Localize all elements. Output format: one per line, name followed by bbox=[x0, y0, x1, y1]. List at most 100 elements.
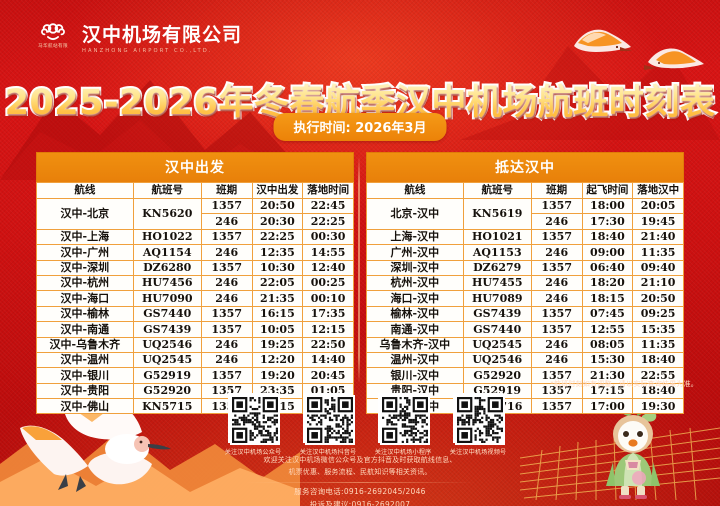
table-row: 上海-汉中 HO1021 1357 18:40 21:40 bbox=[366, 228, 684, 246]
arrival-time-cell: 22:25 bbox=[302, 213, 354, 230]
arrivals-table-body: 北京-汉中 KN5619 1357 18:00 20:05 246 17:30 19:45 上海… bbox=[366, 197, 684, 415]
footer-block: 欢迎关注汉中机场微信公众号及官方抖音及时获取航线信息、 机票优惠、服务流程、民航… bbox=[0, 455, 720, 506]
arrivals-table-panel: 抵达汉中 航线 航班号 班期 起飞时间 落地汉中 北京-汉中 KN5619 1357… bbox=[366, 152, 684, 415]
table-header-row: 航线 航班号 班期 起飞时间 落地汉中 bbox=[366, 182, 684, 199]
days-cell: 246 bbox=[200, 290, 253, 307]
days-cell: 246 bbox=[200, 244, 253, 261]
days-cell: 246 bbox=[530, 213, 583, 230]
route-cell: 汉中-榆林 bbox=[36, 305, 134, 323]
qr-code-icon[interactable] bbox=[303, 393, 355, 445]
route-cell: 汉中-南通 bbox=[36, 321, 134, 338]
table-row: 汉中-深圳 DZ6280 1357 10:30 12:40 bbox=[36, 259, 354, 276]
departure-time-cell: 17:00 bbox=[581, 398, 634, 415]
days-cell: 1357 bbox=[200, 321, 253, 338]
table-row: 汉中-贵阳 G52920 1357 23:35 01:05 bbox=[36, 382, 354, 400]
footer-divider bbox=[245, 481, 475, 483]
company-logo: 马华航站有限 汉中机场有限公司 HANZHONG AIRPORT CO.,LTD… bbox=[32, 18, 242, 62]
qr-code-icon[interactable] bbox=[453, 393, 505, 445]
cloud-swirl-icon bbox=[41, 23, 65, 40]
table-row: 246 20:30 22:25 bbox=[37, 213, 354, 230]
qr-code-item[interactable]: 关注汉中机场视频号 bbox=[447, 393, 509, 456]
days-cell: 1357 bbox=[200, 197, 253, 215]
col-header-days: 班期 bbox=[200, 182, 253, 199]
departure-time-cell: 19:25 bbox=[251, 336, 304, 353]
flight-cell: AQ1154 bbox=[132, 244, 202, 261]
qr-code-icon[interactable] bbox=[228, 393, 280, 445]
col-header-route: 航线 bbox=[36, 182, 134, 199]
route-cell: 深圳-汉中 bbox=[366, 259, 464, 276]
logo-company-cn: 汉中机场有限公司 bbox=[82, 23, 243, 46]
flight-cell: UQ2546 bbox=[462, 351, 532, 369]
departure-time-cell: 19:20 bbox=[251, 367, 304, 384]
arrival-time-cell: 15:35 bbox=[632, 321, 684, 338]
qr-code-caption: 关注汉中机场视频号 bbox=[449, 449, 507, 456]
departure-time-cell: 22:25 bbox=[251, 228, 304, 246]
days-cell: 246 bbox=[200, 336, 253, 353]
arrival-time-cell: 00:10 bbox=[302, 290, 354, 307]
route-cell: 海口-汉中 bbox=[366, 290, 464, 307]
qr-code-caption: 关注汉中机场小程序 bbox=[374, 449, 432, 456]
qr-code-item[interactable]: 关注汉中机场公众号 bbox=[222, 393, 284, 456]
arrival-time-cell: 22:50 bbox=[302, 336, 354, 353]
col-header-flight: 航班号 bbox=[132, 182, 202, 199]
table-row: 汉中-海口 HU7090 246 21:35 00:10 bbox=[36, 290, 354, 307]
table-row: 汉中-广州 AQ1154 246 12:35 14:55 bbox=[36, 244, 354, 261]
logo-company-en: HANZHONG AIRPORT CO.,LTD. bbox=[82, 48, 213, 55]
service-phone: 服务咨询电话:0916-2692045/2046 bbox=[294, 486, 426, 496]
table-row: 246 17:30 19:45 bbox=[367, 213, 684, 230]
table-header-row: 航线 航班号 班期 汉中出发 落地时间 bbox=[36, 182, 354, 199]
complaint-phone: 投诉及建议:0916-2692007 bbox=[309, 499, 411, 506]
flight-cell: KN5715 bbox=[132, 398, 202, 415]
table-row: 汉中-上海 HO1022 1357 22:25 00:30 bbox=[36, 228, 354, 246]
flight-cell: DZ6279 bbox=[462, 259, 532, 276]
arrival-time-cell: 17:35 bbox=[302, 305, 354, 323]
departure-time-cell: 12:20 bbox=[251, 351, 304, 369]
table-row: 银川-汉中 G52920 1357 21:30 22:55 bbox=[366, 367, 684, 384]
arrival-time-cell: 20:45 bbox=[302, 367, 354, 384]
departure-time-cell: 22:05 bbox=[251, 274, 304, 292]
table-divider bbox=[358, 156, 360, 384]
logo-mark-caption: 马华航站有限 bbox=[38, 44, 68, 49]
flight-cell: HO1022 bbox=[132, 228, 202, 246]
qr-code-icon[interactable] bbox=[378, 393, 430, 445]
flight-cell: KN5619 bbox=[462, 198, 532, 230]
arrival-time-cell: 11:35 bbox=[632, 336, 684, 353]
departure-time-cell: 09:00 bbox=[581, 244, 634, 261]
effective-period-badge: 执行时间: 2026年3月 bbox=[273, 113, 447, 141]
route-cell: 杭州-汉中 bbox=[366, 274, 464, 292]
qr-code-item[interactable]: 关注汉中机场小程序 bbox=[372, 393, 434, 456]
flight-cell: GS7439 bbox=[132, 321, 202, 338]
flight-cell: HO1021 bbox=[462, 228, 532, 246]
departure-time-cell: 12:55 bbox=[581, 321, 634, 338]
flight-cell: G52919 bbox=[132, 367, 202, 384]
departure-time-cell: 17:30 bbox=[581, 213, 634, 230]
days-cell: 1357 bbox=[530, 398, 583, 415]
arrival-time-cell: 12:15 bbox=[302, 321, 354, 338]
flight-cell: HU7089 bbox=[462, 290, 532, 307]
days-cell: 246 bbox=[530, 351, 583, 369]
route-cell: 汉中-银川 bbox=[36, 367, 134, 384]
arrival-time-cell: 19:45 bbox=[632, 213, 684, 230]
flight-cell: GS7439 bbox=[462, 305, 532, 323]
departure-time-cell: 18:15 bbox=[581, 290, 634, 307]
schedule-disclaimer-note: *航班时刻如有调整，请以实际查询结果为准。 bbox=[550, 380, 698, 388]
flight-cell: HU7455 bbox=[462, 274, 532, 292]
flight-cell: HU7456 bbox=[132, 274, 202, 292]
departure-time-cell: 15:30 bbox=[581, 351, 634, 369]
days-cell: 1357 bbox=[530, 197, 583, 215]
departures-table-panel: 汉中出发 航线 航班号 班期 汉中出发 落地时间 汉中-北京 KN5620 1357… bbox=[36, 152, 354, 415]
arrival-time-cell: 14:55 bbox=[302, 244, 354, 261]
route-cell: 银川-汉中 bbox=[366, 367, 464, 384]
table-row: 深圳-汉中 DZ6279 1357 06:40 09:40 bbox=[366, 259, 684, 276]
departure-time-cell: 20:50 bbox=[251, 197, 304, 215]
days-cell: 246 bbox=[530, 336, 583, 353]
qr-code-item[interactable]: 关注汉中机场抖音号 bbox=[297, 393, 359, 456]
departure-time-cell: 18:00 bbox=[581, 197, 634, 215]
logo-mark: 马华航站有限 bbox=[32, 18, 74, 62]
flight-cell: KN5620 bbox=[132, 198, 202, 230]
col-header-arr: 落地汉中 bbox=[632, 182, 684, 199]
days-cell: 1357 bbox=[530, 305, 583, 323]
flight-cell: UQ2545 bbox=[132, 351, 202, 369]
qr-code-row: 关注汉中机场公众号 关注汉中机场抖音号 关注汉中机场小程序 关注汉中机场视频号 bbox=[222, 393, 509, 456]
days-cell: 246 bbox=[530, 290, 583, 307]
